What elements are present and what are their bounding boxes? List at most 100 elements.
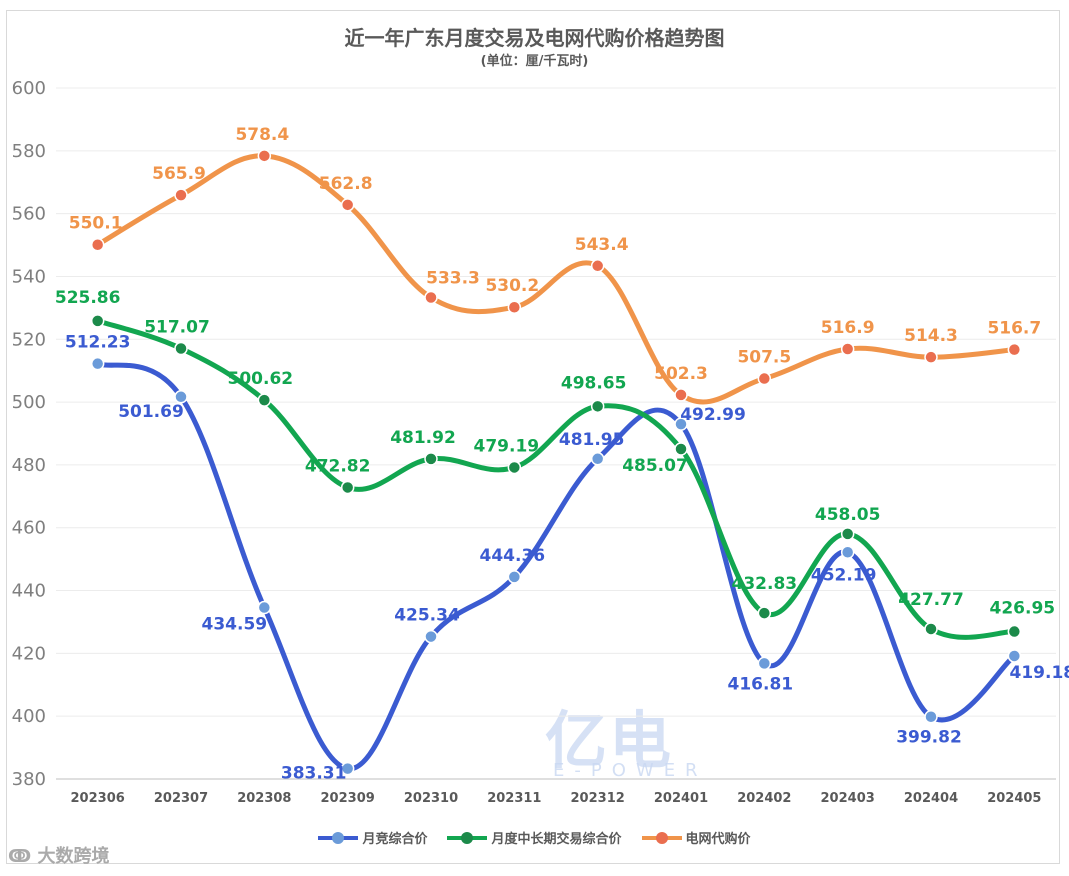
data-label: 502.3	[654, 364, 708, 384]
data-point	[674, 442, 688, 456]
data-point	[590, 452, 605, 466]
data-point	[424, 452, 438, 466]
data-label: 472.82	[305, 456, 371, 476]
data-label: 492.99	[680, 405, 746, 425]
x-tick-label: 202403	[821, 791, 875, 806]
legend-label: 月竞综合价	[362, 832, 428, 847]
data-point	[90, 314, 105, 328]
data-label: 517.07	[144, 317, 210, 337]
data-point	[257, 149, 272, 163]
data-label: 452.19	[811, 565, 877, 585]
data-point	[674, 417, 688, 431]
data-label: 543.4	[575, 235, 629, 255]
legend-item: 电网代购价	[641, 828, 751, 847]
y-tick-label: 400	[12, 706, 46, 727]
data-point	[174, 188, 188, 202]
x-tick-label: 202312	[571, 791, 625, 806]
data-label: 562.8	[319, 174, 373, 194]
data-label: 516.7	[987, 319, 1041, 339]
series-line-2	[95, 153, 1017, 405]
x-tick-label: 202405	[987, 791, 1041, 806]
source-text: 大数跨境	[37, 846, 110, 867]
data-point	[924, 622, 938, 636]
legend-swatch	[318, 831, 359, 844]
chart-subtitle: (单位：厘/千瓦时)	[480, 54, 589, 69]
y-axis-ticks: 380 400 420 440 460 480 500 520 540 560 580 600	[12, 78, 46, 790]
y-tick-label: 440	[12, 581, 46, 602]
y-tick-label: 580	[12, 141, 46, 162]
data-label: 565.9	[152, 164, 206, 184]
data-label: 416.81	[728, 674, 794, 694]
x-tick-label: 202306	[71, 791, 125, 806]
data-point	[757, 656, 772, 671]
x-tick-label: 202308	[237, 791, 291, 806]
data-label: 383.31	[281, 764, 347, 784]
x-tick-label: 202309	[321, 791, 375, 806]
y-tick-label: 500	[12, 392, 46, 413]
data-point	[174, 341, 188, 356]
legend: 月竞综合价 月度中长期交易综合价 电网代购价	[0, 828, 1069, 847]
series-points	[90, 149, 1022, 776]
legend-item: 月竞综合价	[318, 828, 427, 847]
data-label: 399.82	[896, 728, 962, 748]
data-point	[757, 606, 772, 620]
y-tick-label: 480	[12, 455, 46, 476]
data-point	[924, 350, 938, 364]
legend-marker	[461, 831, 474, 844]
data-point	[840, 527, 855, 541]
gridlines	[56, 87, 1056, 780]
series-line-0	[95, 361, 1017, 772]
data-label: 507.5	[737, 348, 791, 368]
y-tick-label: 520	[12, 329, 46, 350]
legend-swatch	[447, 831, 488, 844]
legend-label: 电网代购价	[685, 832, 751, 847]
data-point	[90, 237, 105, 252]
data-point	[590, 399, 605, 414]
data-point	[840, 545, 855, 560]
data-point	[507, 570, 522, 584]
legend-item: 月度中长期交易综合价	[447, 828, 622, 847]
watermark-logo-sub: E-POWER	[553, 760, 708, 781]
data-point	[507, 300, 522, 314]
data-label: 501.69	[118, 402, 184, 422]
x-tick-label: 202402	[737, 791, 791, 806]
data-point	[507, 460, 522, 475]
data-point	[424, 629, 438, 644]
data-label: 481.95	[559, 430, 625, 450]
data-labels: 512.23 501.69 434.59 383.31 425.34 444.36 481.…	[55, 125, 1069, 784]
x-tick-label: 202404	[904, 791, 958, 806]
data-label: 550.1	[69, 214, 123, 234]
data-point	[257, 393, 272, 407]
x-axis-ticks: 202306 202307 202308 202309 202310 202311 2023…	[71, 791, 1042, 806]
data-label: 514.3	[904, 326, 958, 346]
data-label: 481.92	[390, 428, 456, 448]
data-label: 432.83	[732, 574, 798, 594]
y-tick-label: 420	[12, 643, 46, 664]
source-watermark: ↂ 大数跨境	[8, 842, 109, 868]
data-label: 427.77	[898, 590, 964, 610]
data-label: 512.23	[65, 333, 131, 353]
data-label: 434.59	[202, 615, 268, 635]
data-label: 426.95	[990, 599, 1056, 619]
data-point	[174, 390, 188, 404]
legend-label: 月度中长期交易综合价	[491, 832, 622, 847]
data-point	[1007, 649, 1022, 663]
data-label: 485.07	[622, 456, 688, 476]
x-tick-label: 202401	[654, 791, 708, 806]
data-point	[674, 388, 688, 402]
data-label: 533.3	[426, 268, 480, 288]
data-point	[1007, 624, 1022, 639]
y-tick-label: 560	[12, 204, 46, 225]
data-label: 498.65	[561, 373, 627, 393]
chart-title: 近一年广东月度交易及电网代购价格趋势图	[344, 26, 725, 50]
data-point	[340, 480, 355, 495]
data-label: 525.86	[55, 288, 121, 308]
legend-marker	[332, 831, 345, 844]
data-point	[340, 761, 355, 776]
data-point	[90, 356, 105, 371]
data-point	[1007, 342, 1022, 357]
data-point	[840, 342, 855, 356]
y-tick-label: 460	[12, 518, 46, 539]
data-label: 458.05	[815, 505, 881, 525]
